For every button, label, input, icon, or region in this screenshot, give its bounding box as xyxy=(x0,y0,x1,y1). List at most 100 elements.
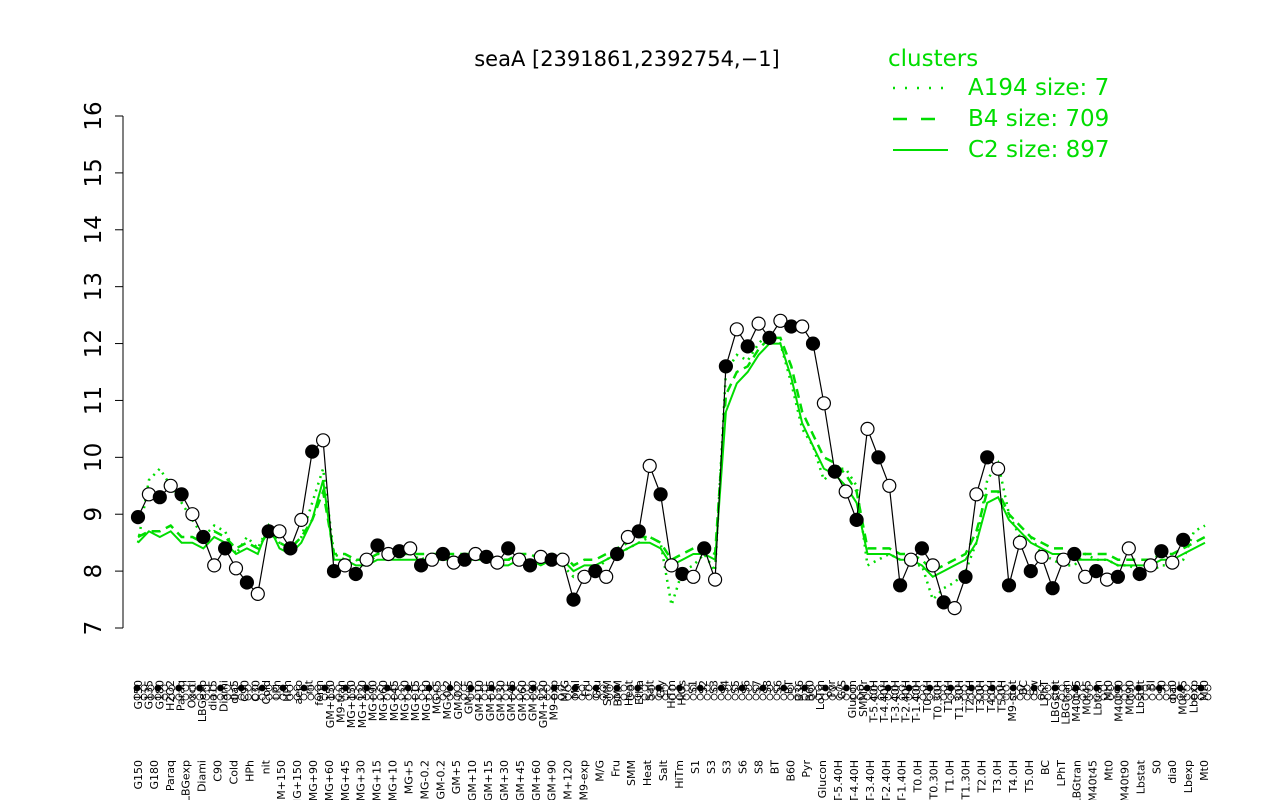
rug-mark xyxy=(516,684,523,692)
data-point xyxy=(805,336,821,351)
rug-mark xyxy=(849,684,857,692)
rug-mark xyxy=(766,684,774,692)
x-tick-label-top: T4.0H xyxy=(985,680,998,713)
x-tick-label-top: B36 xyxy=(793,680,806,702)
x-tick-label-top: ferm xyxy=(313,680,326,706)
data-point xyxy=(795,319,810,334)
x-tick-label-bottom: MG+60 xyxy=(323,760,336,800)
rug-mark xyxy=(453,693,461,701)
data-point xyxy=(1001,578,1017,593)
data-point xyxy=(283,541,298,556)
rug-mark xyxy=(794,684,802,692)
rug-mark xyxy=(877,684,885,692)
x-tick-label-bottom: MG+15 xyxy=(371,760,384,800)
rug-mark xyxy=(863,684,871,692)
data-point xyxy=(620,529,636,545)
rug-mark xyxy=(293,693,301,701)
data-point xyxy=(762,330,777,345)
rug-mark xyxy=(432,693,440,701)
rug-mark xyxy=(1058,693,1066,701)
rug-mark xyxy=(676,693,683,701)
rug-mark xyxy=(223,693,231,701)
rug-mark xyxy=(543,693,551,701)
rug-mark xyxy=(390,684,398,692)
rug-mark xyxy=(1100,684,1108,692)
rug-mark xyxy=(376,684,384,692)
x-tick-label-top: GM+150 xyxy=(324,680,337,728)
x-tick-label-bottom: nit xyxy=(259,759,272,774)
rug-mark xyxy=(822,693,829,701)
rug-mark xyxy=(474,684,482,692)
rug-mark xyxy=(230,693,238,701)
rug-mark xyxy=(710,693,718,701)
rug-mark xyxy=(1030,684,1038,692)
x-tick-label-top: Lbtran xyxy=(1091,680,1104,716)
rug-mark xyxy=(286,684,294,692)
data-point xyxy=(914,541,930,556)
x-tick-label-bottom: GM+120 xyxy=(562,760,575,800)
x-tick-label-top: T-2.40H xyxy=(900,680,913,723)
x-tick-label-bottom: LBGtran xyxy=(1071,760,1084,800)
data-point xyxy=(577,569,592,584)
rug-mark xyxy=(968,693,975,701)
rug-mark xyxy=(926,684,934,692)
data-point xyxy=(1023,563,1038,579)
x-tick-label-bottom: G150 xyxy=(132,760,145,790)
rug-mark xyxy=(223,684,231,692)
data-point xyxy=(1143,558,1158,573)
rug-mark xyxy=(954,684,961,692)
x-tick-label-bottom: S0 xyxy=(1150,760,1163,774)
data-point xyxy=(1121,541,1136,556)
data-point xyxy=(1012,535,1028,550)
x-tick-label-top: Heat xyxy=(622,679,635,706)
data-point xyxy=(316,433,331,448)
x-tick-label-bottom: T-1.40H xyxy=(896,760,909,800)
x-tick-label-bottom: S8 xyxy=(753,760,766,774)
x-tick-label-top: MG+90 xyxy=(367,680,380,721)
rug-mark xyxy=(210,693,217,701)
rug-mark xyxy=(1121,693,1128,701)
rug-mark xyxy=(738,693,746,701)
rug-mark xyxy=(217,693,224,701)
rug-mark xyxy=(627,693,635,701)
rug-mark xyxy=(356,684,363,692)
x-tick-label-top: Cold xyxy=(260,680,273,704)
rug-mark xyxy=(634,684,642,692)
data-point xyxy=(707,572,723,587)
rug-mark xyxy=(321,684,329,692)
y-tick-label: 12 xyxy=(81,329,107,358)
rug-mark xyxy=(453,684,461,692)
data-point xyxy=(359,552,374,567)
rug-mark xyxy=(481,684,489,692)
y-tick-label: 13 xyxy=(81,272,107,301)
x-tick-label-top: G/S xyxy=(836,680,849,699)
rug-mark xyxy=(940,693,948,701)
x-tick-label-bottom: Mt0 xyxy=(1103,760,1116,781)
data-point xyxy=(1176,532,1191,547)
rug-mark xyxy=(425,684,433,692)
data-point xyxy=(1056,552,1071,567)
x-tick-label-top: T1.30H xyxy=(953,680,966,720)
x-tick-label-top: GM+90 xyxy=(526,680,539,721)
rug-mark xyxy=(773,693,781,701)
x-tick-label-top: Lbstat xyxy=(1134,679,1147,714)
data-point xyxy=(163,478,178,493)
rug-mark xyxy=(989,684,996,692)
rug-mark xyxy=(488,693,496,701)
x-tick-label-top: T-5.40H xyxy=(868,680,881,723)
rug-mark xyxy=(655,684,662,692)
rug-mark xyxy=(460,693,468,701)
data-point xyxy=(174,487,189,502)
x-tick-label-top: MG+5 xyxy=(431,680,444,714)
rug-mark xyxy=(1079,684,1087,692)
x-tick-label-top: Mt0 xyxy=(1198,680,1211,701)
x-tick-label-top: LPhT xyxy=(1038,680,1051,707)
x-tick-label-top: LBGstat xyxy=(1049,679,1062,723)
rug-mark xyxy=(780,693,788,701)
rug-mark xyxy=(801,693,808,701)
rug-mark xyxy=(1051,684,1059,692)
rug-mark xyxy=(168,693,176,701)
rug-mark xyxy=(787,693,795,701)
rug-mark xyxy=(1016,693,1024,701)
x-tick-label-top: BC xyxy=(1017,680,1030,695)
